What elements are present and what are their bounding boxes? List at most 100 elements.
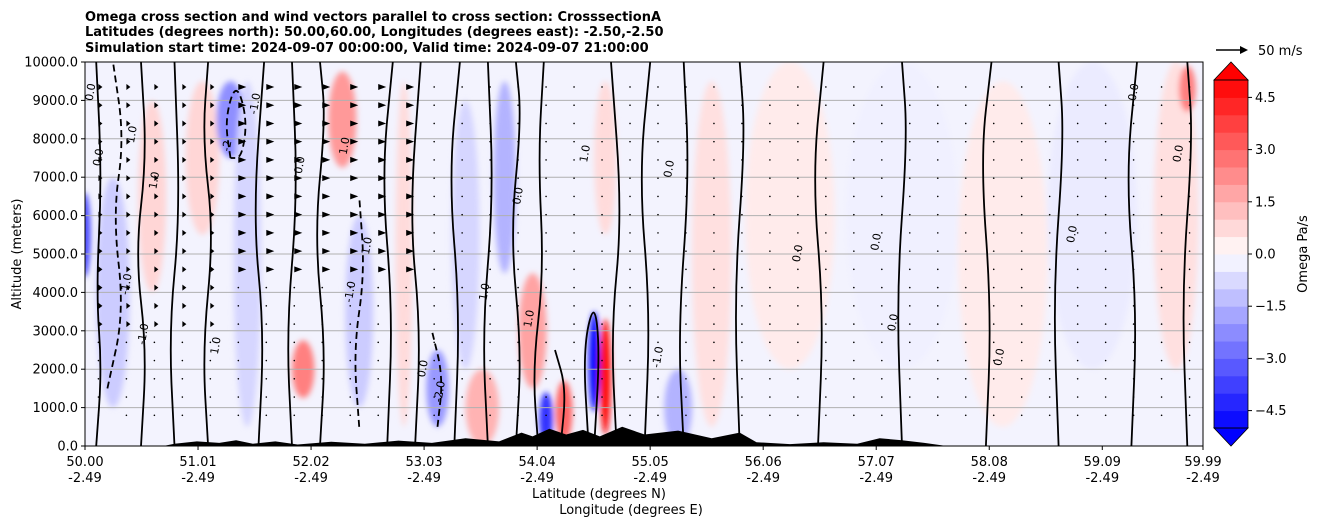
wind-vector-233 xyxy=(433,323,435,325)
wind-vector-640 xyxy=(1020,177,1023,179)
contour-label-19: -1.0 xyxy=(650,345,667,368)
wind-vector-431 xyxy=(713,177,715,179)
x-tick-lat-1: 51.01 xyxy=(179,455,216,470)
wind-vector-600 xyxy=(964,213,967,216)
wind-vector-145 xyxy=(294,193,303,200)
x-tick-lat-2: 52.02 xyxy=(292,455,329,470)
wind-vectors xyxy=(97,83,1191,417)
wind-vector-383 xyxy=(657,359,659,362)
wind-vector-692 xyxy=(1104,268,1107,271)
wind-vector-430 xyxy=(713,195,715,198)
wind-vector-734 xyxy=(1160,195,1163,198)
wind-vector-664 xyxy=(1048,86,1051,88)
wind-vector-527 xyxy=(853,159,855,161)
contour-line-15 xyxy=(512,62,521,446)
wind-vector-439 xyxy=(741,378,743,380)
wind-vector-584 xyxy=(936,159,939,161)
wind-vector-661 xyxy=(1048,140,1051,143)
wind-vector-306 xyxy=(545,378,547,380)
wind-vector-353 xyxy=(601,213,603,216)
x-tick-lat-7: 57.07 xyxy=(858,455,895,470)
y-tick-label-10: 10000.0 xyxy=(24,56,78,71)
wind-vector-158 xyxy=(321,305,324,307)
colorbar-segment-10 xyxy=(1214,236,1248,255)
wind-vector-105 xyxy=(238,229,247,236)
wind-vector-751 xyxy=(1188,232,1191,234)
wind-vector-575 xyxy=(936,323,939,325)
wind-vector-199 xyxy=(378,248,387,255)
colorbar-segment-9 xyxy=(1214,254,1248,272)
wind-vector-34 xyxy=(126,138,131,145)
y-tick-label-1: 1000.0 xyxy=(33,401,79,416)
wind-key-arrow-head xyxy=(1240,46,1248,54)
wind-vector-364 xyxy=(629,359,631,362)
contour-line-23 xyxy=(814,62,825,446)
wind-vector-750 xyxy=(1188,250,1191,252)
wind-vector-509 xyxy=(825,140,827,143)
wind-vector-350 xyxy=(601,268,603,271)
wind-vector-682 xyxy=(1076,104,1079,106)
wind-vector-382 xyxy=(657,378,659,380)
wind-vector-448 xyxy=(741,213,743,216)
wind-vector-227 xyxy=(406,83,415,90)
wind-vector-307 xyxy=(545,359,547,362)
wind-vector-370 xyxy=(629,250,631,252)
wind-vector-32 xyxy=(126,175,131,182)
wind-vector-744 xyxy=(1188,359,1191,362)
wind-vector-360 xyxy=(601,86,603,88)
wind-vector-473 xyxy=(769,104,771,106)
wind-vector-90 xyxy=(210,156,215,163)
wind-vector-446 xyxy=(741,250,743,252)
wind-vector-182 xyxy=(350,211,359,218)
wind-vector-714 xyxy=(1132,213,1135,216)
wind-vector-136 xyxy=(293,359,296,362)
wind-vector-606 xyxy=(964,104,967,106)
contour-label-26: 0.0 xyxy=(1126,82,1142,101)
wind-vector-352 xyxy=(601,232,603,234)
wind-vector-101 xyxy=(237,305,240,307)
wind-vector-200 xyxy=(378,229,387,236)
wind-vector-541 xyxy=(881,250,883,252)
wind-vector-354 xyxy=(601,195,603,198)
wind-vector-121 xyxy=(265,286,268,289)
colorbar-segment-17 xyxy=(1214,114,1248,133)
wind-vector-715 xyxy=(1132,195,1135,198)
wind-vector-404 xyxy=(685,323,687,325)
wind-vector-630 xyxy=(1020,359,1023,362)
wind-vector-586 xyxy=(936,122,939,125)
wind-vector-50 xyxy=(154,193,159,200)
wind-vector-467 xyxy=(769,213,771,216)
wind-vector-421 xyxy=(713,359,715,362)
wind-vector-318 xyxy=(545,159,547,161)
wind-vector-395 xyxy=(657,140,659,143)
wind-vector-687 xyxy=(1104,359,1107,362)
wind-vector-568 xyxy=(908,104,911,106)
wind-vector-232 xyxy=(433,341,435,344)
contour-line-3 xyxy=(169,62,180,446)
wind-vector-729 xyxy=(1160,286,1163,289)
colorbar-tick-label-3: 0.0 xyxy=(1255,248,1276,263)
colorbar-segment-6 xyxy=(1214,306,1248,325)
colorbar-segment-8 xyxy=(1214,271,1248,290)
wind-vector-717 xyxy=(1132,159,1135,161)
wind-vector-488 xyxy=(797,177,799,179)
wind-vector-377 xyxy=(629,122,631,125)
wind-vector-741 xyxy=(1188,414,1191,417)
wind-vector-314 xyxy=(545,232,547,234)
wind-vector-425 xyxy=(713,286,715,289)
wind-vector-302 xyxy=(517,104,519,106)
title-line-2: Latitudes (degrees north): 50.00,60.00, … xyxy=(85,25,664,40)
wind-vector-739 xyxy=(1160,104,1163,106)
contour-line-21 xyxy=(679,62,689,446)
wind-vector-217 xyxy=(406,266,415,273)
wind-vector-449 xyxy=(741,195,743,198)
wind-vector-704 xyxy=(1132,396,1135,398)
wind-vector-387 xyxy=(657,286,659,289)
x-tick-lon-6: -2.49 xyxy=(746,471,780,486)
wind-vector-442 xyxy=(741,323,743,325)
wind-vector-603 xyxy=(964,159,967,161)
wind-vector-598 xyxy=(964,250,967,252)
wind-vector-299 xyxy=(517,159,519,161)
colorbar-extend-max xyxy=(1213,61,1249,81)
wind-vector-520 xyxy=(853,286,855,289)
